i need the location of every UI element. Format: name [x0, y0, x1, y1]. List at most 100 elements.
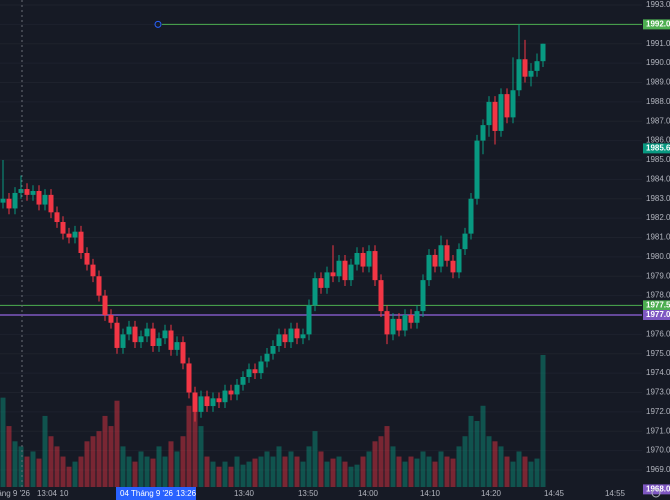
volume-bar: [96, 431, 102, 487]
y-tick-label: 1983.0: [646, 194, 670, 203]
volume-bar: [192, 395, 198, 487]
price-tag: [643, 300, 670, 311]
candle-body: [72, 231, 78, 238]
volume-bar: [222, 461, 228, 487]
y-tick-label: 1986.0: [646, 136, 670, 145]
candle-body: [444, 245, 450, 261]
candle-body: [384, 311, 390, 335]
y-tick-label: 1976.0: [646, 329, 670, 338]
y-tick-label: 1973.0: [646, 388, 670, 397]
volume-bar: [402, 461, 408, 487]
candle-body: [324, 272, 330, 288]
volume-bar: [12, 441, 18, 487]
price-tag-label: 1985.6: [646, 143, 670, 152]
candle-body: [432, 254, 438, 267]
y-tick-label: 1982.0: [646, 213, 670, 222]
crosshair-date: 04 Tháng 9 '26: [120, 489, 174, 498]
volume-bar: [378, 436, 384, 487]
candle-body: [54, 212, 60, 222]
volume-bar: [174, 451, 180, 487]
settings-icon[interactable]: [651, 488, 661, 498]
volume-bar: [390, 446, 396, 487]
candle-body: [156, 338, 162, 346]
candle-body: [6, 198, 12, 209]
volume-bar: [300, 461, 306, 487]
candle-body: [366, 251, 372, 267]
y-tick-label: 1969.0: [646, 465, 670, 474]
candle-body: [354, 253, 360, 265]
volume-bar: [306, 446, 312, 487]
x-tick-label: 14:45: [544, 489, 565, 498]
volume-bar: [450, 458, 456, 487]
volume-bar: [42, 415, 48, 487]
volume-bar: [48, 436, 54, 487]
volume-bar: [486, 436, 492, 487]
candle-body: [162, 330, 168, 339]
candle-body: [126, 326, 132, 335]
price-tag-label: 1977.5: [646, 300, 670, 309]
candle-body: [336, 260, 342, 277]
volume-bar: [180, 436, 186, 487]
candle-body: [180, 342, 186, 364]
volume-bar: [492, 441, 498, 487]
candle-body: [204, 396, 210, 407]
candle-body: [258, 361, 264, 374]
volume-bar: [294, 456, 300, 487]
volume-bar: [216, 466, 222, 487]
x-tick-label: 14:55: [605, 489, 626, 498]
candle-body: [12, 192, 18, 209]
volume-bar: [60, 456, 66, 487]
candle-body: [210, 398, 216, 407]
candle-body: [228, 390, 234, 395]
volume-bar: [66, 466, 72, 487]
candle-body: [198, 396, 204, 412]
x-tick-label: 13:40: [234, 489, 255, 498]
price-tag: [643, 143, 670, 154]
volume-bar: [270, 456, 276, 487]
volume-bar: [342, 461, 348, 487]
volume-bar: [438, 451, 444, 487]
candle-body: [150, 328, 156, 346]
y-tick-label: 1979.0: [646, 271, 670, 280]
volume-bar: [0, 397, 6, 487]
candle-body: [108, 315, 114, 323]
candle-body: [102, 295, 108, 315]
volume-bar: [24, 456, 30, 487]
candle-body: [66, 233, 72, 238]
candle-body: [438, 245, 444, 267]
candle-body: [504, 94, 510, 118]
x-tick-label: 10: [60, 489, 69, 498]
volume-bar: [36, 458, 42, 487]
volume-bar: [312, 431, 318, 487]
candle-body: [408, 315, 414, 323]
volume-bar: [384, 426, 390, 487]
candle-body: [420, 280, 426, 312]
y-tick-label: 1975.0: [646, 349, 670, 358]
candle-body: [48, 194, 54, 213]
candle-body: [540, 43, 546, 62]
candle-body: [462, 233, 468, 250]
candle-body: [294, 328, 300, 339]
volume-bar: [246, 461, 252, 487]
volume-bar: [396, 456, 402, 487]
volume-bar: [126, 456, 132, 487]
volume-bar: [138, 451, 144, 487]
volume-bar: [348, 466, 354, 487]
candle-body: [264, 353, 270, 362]
volume-bar: [204, 456, 210, 487]
y-tick-label: 1991.0: [646, 39, 670, 48]
volume-bar: [258, 456, 264, 487]
volume-bar: [276, 446, 282, 487]
volume-bar: [120, 446, 126, 487]
candle-body: [78, 231, 84, 253]
volume-bar: [354, 464, 360, 487]
candle-body: [372, 251, 378, 281]
x-tick-label: 13:50: [298, 489, 319, 498]
candle-body: [402, 315, 408, 331]
candle-body: [360, 253, 366, 267]
candle-body: [522, 59, 528, 77]
volume-bar: [528, 461, 534, 487]
volume-bar: [288, 451, 294, 487]
candle-body: [288, 328, 294, 343]
